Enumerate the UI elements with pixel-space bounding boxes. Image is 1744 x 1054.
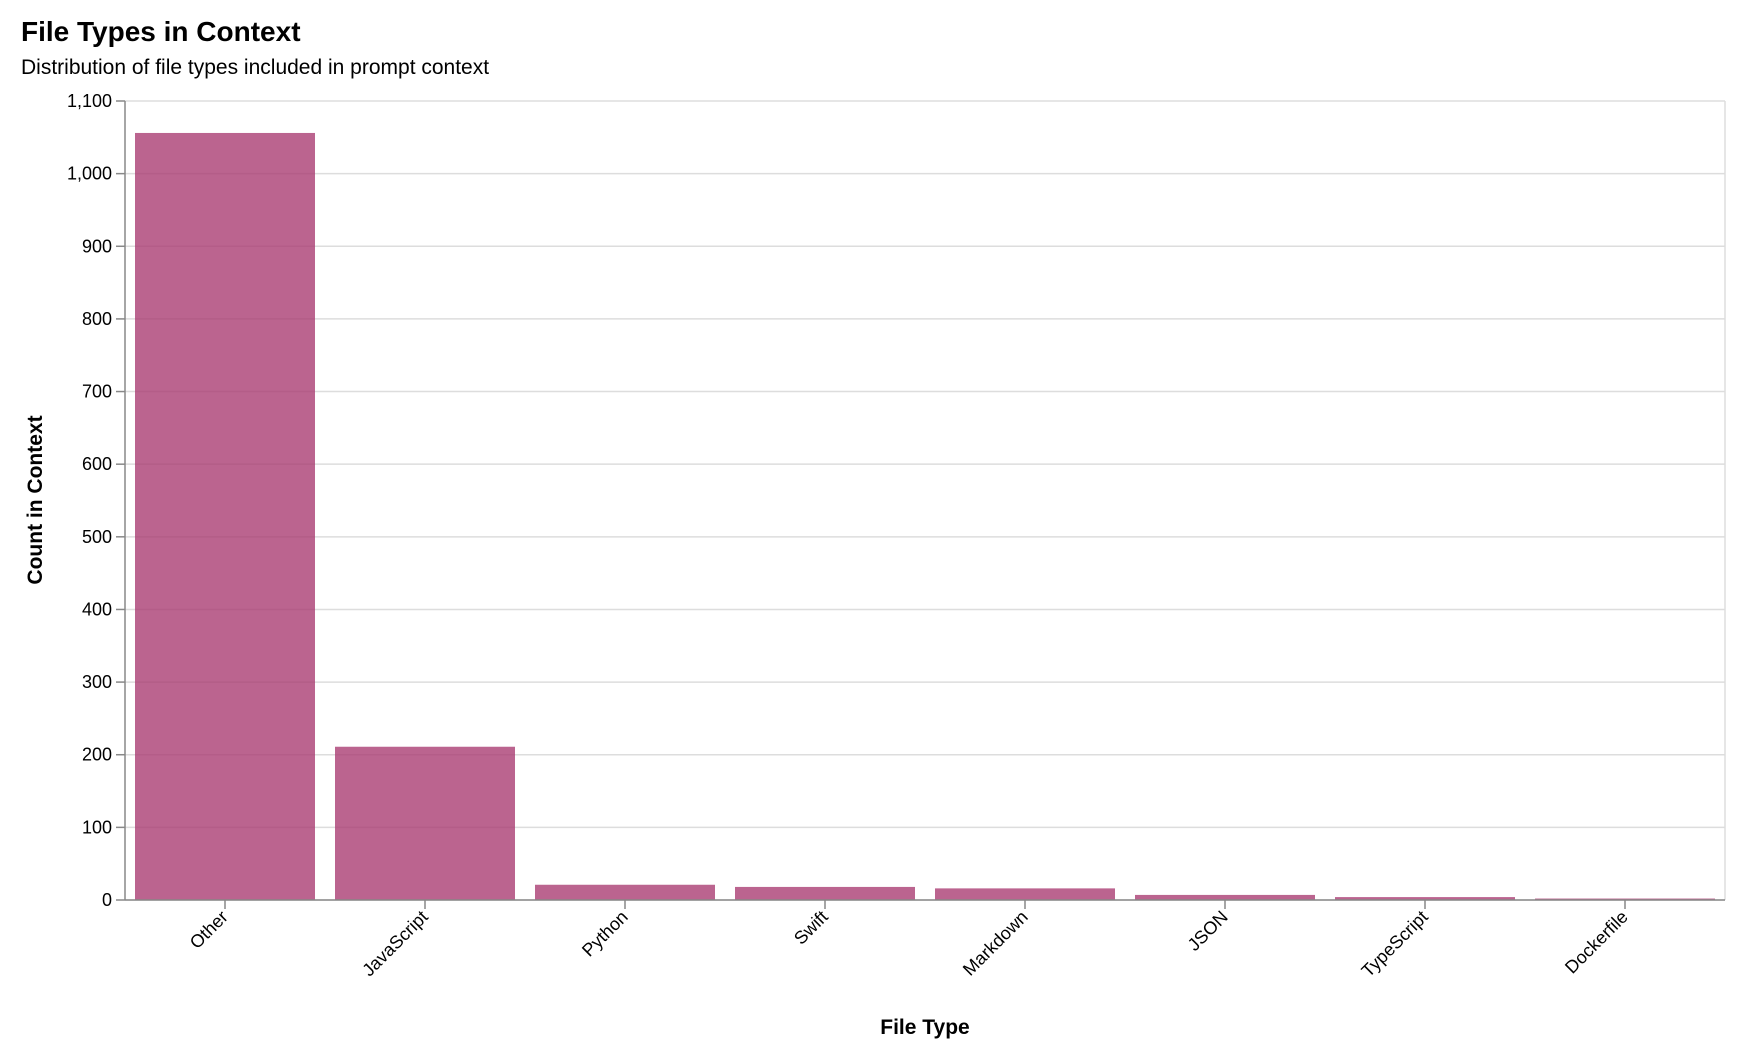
bar-json [1135,894,1315,900]
chart-subtitle: Distribution of file types included in p… [21,56,490,79]
x-tick-label: Swift [790,907,832,949]
chart-title: File Types in Context [21,16,301,47]
y-tick-label: 300 [82,672,112,692]
bar-other [135,132,315,900]
x-axis-title: File Type [880,1016,969,1039]
y-tick-label: 400 [82,599,112,619]
y-tick-label: 100 [82,817,112,837]
x-tick-label: Markdown [959,907,1032,980]
y-tick-label: 700 [82,382,112,402]
y-tick-label: 800 [82,309,112,329]
x-tick-label: Python [578,907,632,961]
y-tick-label: 900 [82,236,112,256]
y-tick-label: 500 [82,527,112,547]
bar-typescript [1335,897,1515,900]
y-axis-title: Count in Context [24,415,47,584]
y-tick-label: 1,000 [67,164,112,184]
x-tick-label: Other [186,907,232,953]
y-axis: 0 100 200 300 400 500 600 700 800 900 1,000 1,100 [67,91,126,910]
bar-swift [735,886,915,900]
y-tick-label: 0 [102,890,112,910]
y-tick-label: 600 [82,454,112,474]
x-axis: Other JavaScript Python Swift Markdown JSON Ty… [125,899,1725,981]
y-tick-label: 1,100 [67,91,112,111]
bar-javascript [335,746,515,900]
x-tick-label: Dockerfile [1561,907,1632,978]
y-tick-label: 200 [82,745,112,765]
bar-python [535,884,715,900]
x-tick-label: TypeScript [1358,907,1432,981]
x-tick-label: JSON [1184,907,1232,955]
bar-markdown [935,888,1115,900]
x-tick-label: JavaScript [358,907,432,981]
bars [135,132,1715,900]
